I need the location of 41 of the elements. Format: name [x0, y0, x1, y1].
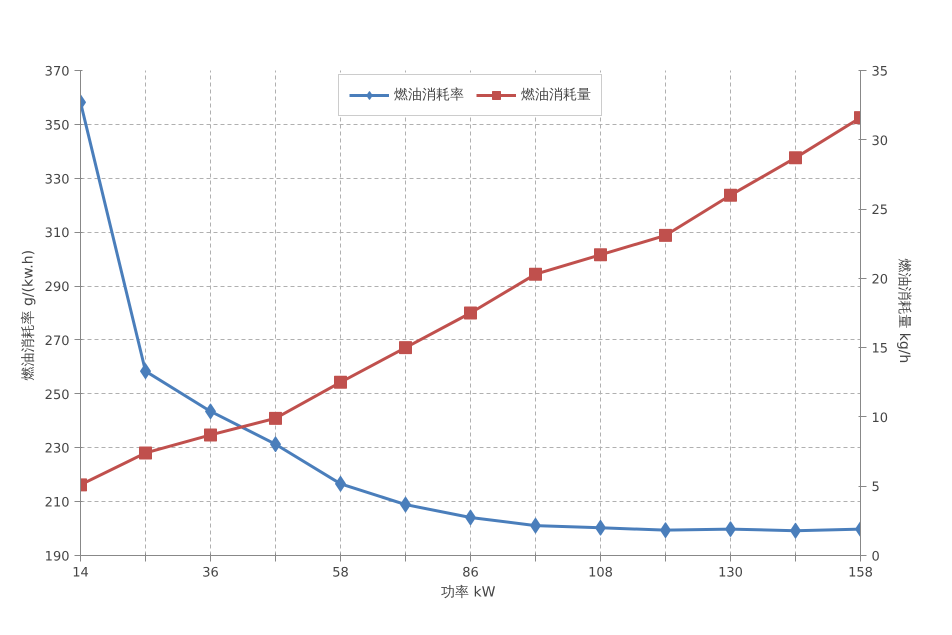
y2-tick-label: 20 — [872, 272, 888, 288]
x-tick-label: 130 — [718, 566, 743, 580]
y-tick-label: 370 — [44, 64, 70, 80]
x-tick-label: 86 — [462, 566, 479, 580]
point — [334, 376, 347, 389]
point — [139, 446, 152, 460]
point — [789, 151, 802, 164]
y-tick-label: 190 — [44, 550, 70, 564]
x-tick-label: 108 — [588, 566, 613, 580]
x-tick-label: 58 — [332, 566, 349, 580]
y2-tick-label: 15 — [872, 342, 888, 357]
x-tick-label: 14 — [72, 566, 89, 580]
x-tick-label: 158 — [848, 566, 873, 580]
y-tick-label: 330 — [44, 172, 70, 188]
point — [724, 188, 737, 202]
point — [399, 341, 412, 354]
point — [659, 228, 672, 242]
point — [594, 248, 607, 262]
point — [464, 306, 477, 320]
point — [204, 428, 217, 442]
y-tick-label: 210 — [44, 496, 70, 511]
point — [269, 412, 282, 425]
y2-tick-label: 30 — [872, 134, 888, 149]
legend-label: 燃油消耗量 — [521, 86, 591, 104]
y-tick-label: 310 — [44, 226, 70, 242]
y2-tick-label: 35 — [872, 64, 888, 80]
point — [529, 268, 542, 281]
legend-label: 燃油消耗率 — [394, 86, 464, 104]
y2-tick-label: 25 — [872, 203, 888, 218]
y-tick-label: 350 — [44, 118, 70, 134]
y2-axis-title: 燃油消耗量 kg/h — [896, 258, 912, 364]
y2-tick-label: 5 — [872, 480, 880, 496]
x-axis-title: 功率 kW — [441, 584, 496, 600]
y-tick-label: 230 — [44, 442, 70, 457]
y2-tick-label: 10 — [872, 410, 888, 426]
y2-tick-label: 0 — [872, 550, 880, 564]
y-axis-title: 燃油消耗率 g/(kw.h) — [20, 250, 37, 381]
y-tick-label: 290 — [44, 280, 70, 296]
x-tick-label: 36 — [202, 566, 219, 580]
y-tick-label: 270 — [44, 334, 70, 349]
y-tick-label: 250 — [44, 388, 70, 403]
